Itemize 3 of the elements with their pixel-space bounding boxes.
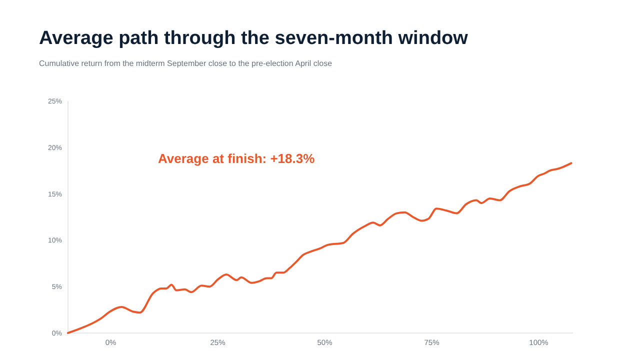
- annotation: Average at finish: +18.3%: [158, 151, 316, 166]
- chart-subtitle: Cumulative return from the midterm September close to the pre-election April close: [39, 59, 333, 68]
- chart-title: Average path through the seven-month window: [39, 28, 468, 49]
